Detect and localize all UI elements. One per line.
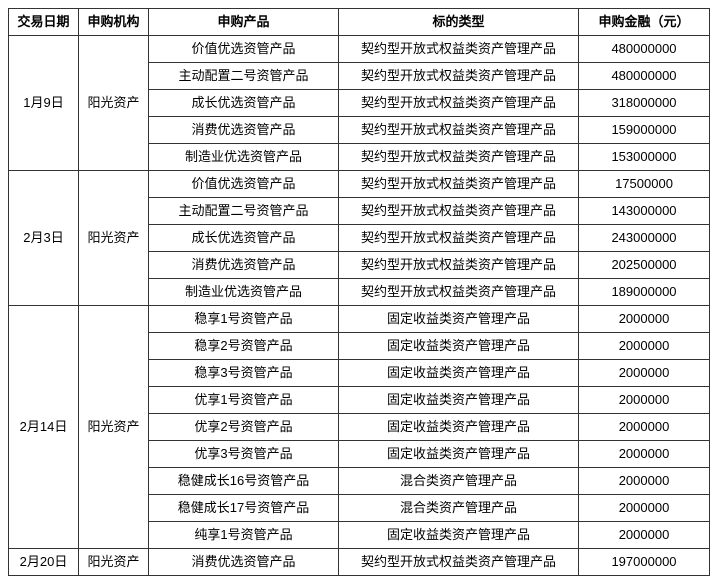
cell-type: 契约型开放式权益类资产管理产品 [339, 252, 579, 279]
cell-type: 契约型开放式权益类资产管理产品 [339, 117, 579, 144]
cell-product: 主动配置二号资管产品 [149, 63, 339, 90]
cell-amount: 143000000 [579, 198, 710, 225]
cell-product: 优享2号资管产品 [149, 414, 339, 441]
cell-amount: 2000000 [579, 387, 710, 414]
cell-product: 成长优选资管产品 [149, 225, 339, 252]
cell-date: 2月20日 [9, 549, 79, 576]
cell-type: 混合类资产管理产品 [339, 468, 579, 495]
table-row: 2月3日阳光资产价值优选资管产品契约型开放式权益类资产管理产品17500000 [9, 171, 710, 198]
cell-amount: 318000000 [579, 90, 710, 117]
cell-product: 制造业优选资管产品 [149, 279, 339, 306]
cell-product: 优享1号资管产品 [149, 387, 339, 414]
cell-org: 阳光资产 [79, 171, 149, 306]
col-header-org: 申购机构 [79, 9, 149, 36]
table-row: 2月14日阳光资产稳享1号资管产品固定收益类资产管理产品2000000 [9, 306, 710, 333]
cell-product: 稳享1号资管产品 [149, 306, 339, 333]
cell-amount: 2000000 [579, 522, 710, 549]
cell-type: 契约型开放式权益类资产管理产品 [339, 63, 579, 90]
cell-product: 消费优选资管产品 [149, 117, 339, 144]
cell-type: 固定收益类资产管理产品 [339, 387, 579, 414]
cell-org: 阳光资产 [79, 36, 149, 171]
cell-org: 阳光资产 [79, 306, 149, 549]
cell-product: 稳健成长16号资管产品 [149, 468, 339, 495]
cell-type: 固定收益类资产管理产品 [339, 414, 579, 441]
cell-product: 成长优选资管产品 [149, 90, 339, 117]
cell-type: 固定收益类资产管理产品 [339, 306, 579, 333]
cell-amount: 197000000 [579, 549, 710, 576]
cell-amount: 202500000 [579, 252, 710, 279]
cell-amount: 2000000 [579, 306, 710, 333]
col-header-type: 标的类型 [339, 9, 579, 36]
col-header-product: 申购产品 [149, 9, 339, 36]
table-row: 2月20日阳光资产消费优选资管产品契约型开放式权益类资产管理产品19700000… [9, 549, 710, 576]
cell-product: 价值优选资管产品 [149, 171, 339, 198]
cell-product: 消费优选资管产品 [149, 549, 339, 576]
cell-type: 契约型开放式权益类资产管理产品 [339, 90, 579, 117]
cell-product: 主动配置二号资管产品 [149, 198, 339, 225]
cell-type: 契约型开放式权益类资产管理产品 [339, 279, 579, 306]
cell-type: 固定收益类资产管理产品 [339, 333, 579, 360]
table-row: 1月9日阳光资产价值优选资管产品契约型开放式权益类资产管理产品480000000 [9, 36, 710, 63]
cell-product: 优享3号资管产品 [149, 441, 339, 468]
cell-amount: 159000000 [579, 117, 710, 144]
cell-amount: 480000000 [579, 36, 710, 63]
cell-type: 固定收益类资产管理产品 [339, 522, 579, 549]
cell-type: 契约型开放式权益类资产管理产品 [339, 198, 579, 225]
cell-product: 价值优选资管产品 [149, 36, 339, 63]
cell-amount: 243000000 [579, 225, 710, 252]
cell-org: 阳光资产 [79, 549, 149, 576]
cell-amount: 480000000 [579, 63, 710, 90]
cell-product: 制造业优选资管产品 [149, 144, 339, 171]
cell-amount: 17500000 [579, 171, 710, 198]
cell-amount: 2000000 [579, 495, 710, 522]
cell-type: 契约型开放式权益类资产管理产品 [339, 171, 579, 198]
cell-amount: 189000000 [579, 279, 710, 306]
cell-type: 混合类资产管理产品 [339, 495, 579, 522]
cell-type: 契约型开放式权益类资产管理产品 [339, 225, 579, 252]
cell-type: 固定收益类资产管理产品 [339, 360, 579, 387]
cell-date: 2月3日 [9, 171, 79, 306]
cell-type: 契约型开放式权益类资产管理产品 [339, 144, 579, 171]
cell-date: 1月9日 [9, 36, 79, 171]
table-header: 交易日期 申购机构 申购产品 标的类型 申购金融（元） [9, 9, 710, 36]
cell-product: 稳享2号资管产品 [149, 333, 339, 360]
cell-type: 固定收益类资产管理产品 [339, 441, 579, 468]
subscription-table: 交易日期 申购机构 申购产品 标的类型 申购金融（元） 1月9日阳光资产价值优选… [8, 8, 710, 576]
cell-product: 纯享1号资管产品 [149, 522, 339, 549]
cell-amount: 2000000 [579, 414, 710, 441]
col-header-amount: 申购金融（元） [579, 9, 710, 36]
cell-type: 契约型开放式权益类资产管理产品 [339, 549, 579, 576]
cell-date: 2月14日 [9, 306, 79, 549]
cell-amount: 2000000 [579, 333, 710, 360]
cell-type: 契约型开放式权益类资产管理产品 [339, 36, 579, 63]
table-body: 1月9日阳光资产价值优选资管产品契约型开放式权益类资产管理产品480000000… [9, 36, 710, 576]
cell-product: 消费优选资管产品 [149, 252, 339, 279]
cell-amount: 153000000 [579, 144, 710, 171]
col-header-date: 交易日期 [9, 9, 79, 36]
cell-product: 稳享3号资管产品 [149, 360, 339, 387]
cell-amount: 2000000 [579, 468, 710, 495]
cell-amount: 2000000 [579, 441, 710, 468]
cell-product: 稳健成长17号资管产品 [149, 495, 339, 522]
cell-amount: 2000000 [579, 360, 710, 387]
